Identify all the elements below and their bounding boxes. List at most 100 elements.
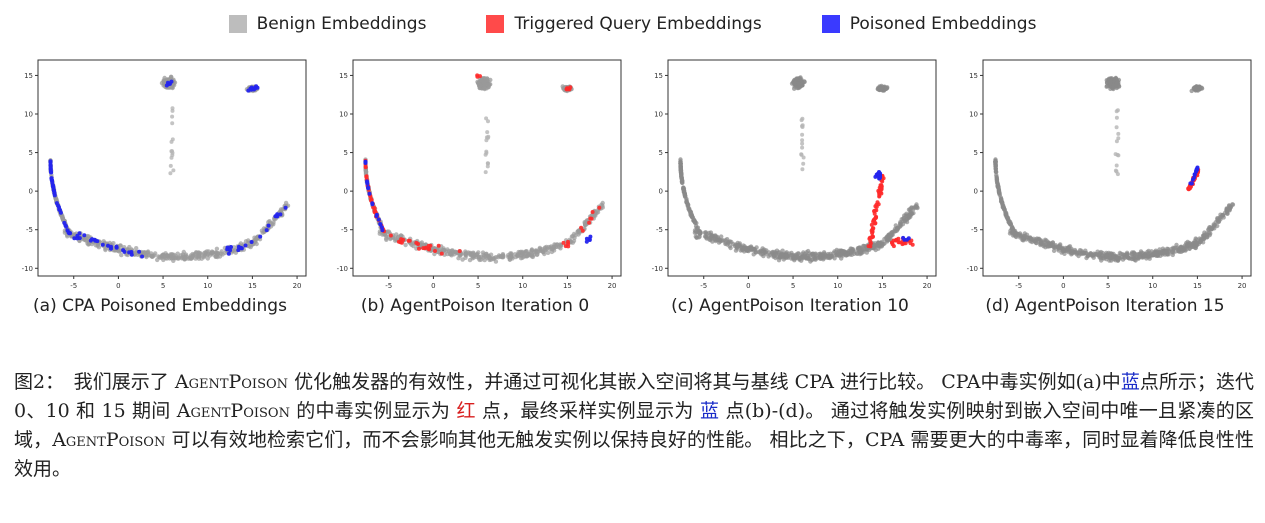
benign-point xyxy=(529,248,534,253)
benign-point xyxy=(684,199,689,204)
benign-point xyxy=(719,234,724,239)
poison-point xyxy=(365,181,370,186)
poison-point xyxy=(243,243,248,248)
legend-swatch-poison xyxy=(821,15,840,33)
benign-point xyxy=(879,239,884,245)
poison-point xyxy=(873,174,878,179)
benign-point xyxy=(893,223,898,228)
benign-point xyxy=(878,244,883,249)
benign-point xyxy=(1230,202,1235,207)
benign-point xyxy=(1215,219,1221,224)
benign-point xyxy=(994,173,999,178)
benign-point xyxy=(801,155,806,160)
y-tick-label: -5 xyxy=(971,226,978,234)
benign-point xyxy=(999,196,1004,202)
trigger-point xyxy=(1187,186,1192,190)
trigger-point xyxy=(871,226,876,231)
y-tick-label: 10 xyxy=(969,111,978,119)
poison-point xyxy=(114,244,119,249)
benign-point xyxy=(170,108,175,113)
benign-point xyxy=(247,244,252,249)
trigger-point xyxy=(433,249,437,253)
benign-point xyxy=(1091,252,1096,258)
trigger-point xyxy=(597,205,602,210)
poison-point xyxy=(266,223,271,228)
benign-point xyxy=(908,214,913,219)
benign-point xyxy=(773,255,778,261)
trigger-point xyxy=(866,244,871,249)
benign-point xyxy=(485,161,490,166)
benign-point xyxy=(460,257,465,262)
benign-point xyxy=(1228,205,1233,210)
benign-point xyxy=(393,238,398,243)
benign-point xyxy=(178,253,184,258)
benign-point xyxy=(134,246,139,251)
benign-point xyxy=(183,256,188,261)
trigger-point xyxy=(371,205,376,210)
benign-point xyxy=(847,248,852,254)
benign-point xyxy=(790,254,796,259)
benign-point xyxy=(169,256,174,261)
y-tick-label: 0 xyxy=(344,188,348,196)
benign-point xyxy=(776,258,782,263)
benign-point xyxy=(857,245,862,250)
trigger-point xyxy=(588,216,593,221)
caption-agentpoison-1: AgentPoison xyxy=(174,371,289,393)
poison-point xyxy=(249,87,254,92)
trigger-point xyxy=(873,221,877,226)
y-tick-label: 5 xyxy=(974,149,978,157)
benign-point xyxy=(678,164,683,169)
benign-point xyxy=(119,252,124,258)
benign-point xyxy=(908,210,913,216)
benign-point xyxy=(1114,125,1119,130)
trigger-point xyxy=(910,242,915,247)
benign-point xyxy=(231,245,237,250)
benign-point xyxy=(1166,252,1171,257)
poison-point xyxy=(121,248,126,253)
benign-point xyxy=(60,214,65,219)
trigger-point xyxy=(565,87,569,92)
benign-point xyxy=(800,138,805,143)
caption-blue-1: 蓝 xyxy=(1120,371,1140,393)
caption-agentpoison-3: AgentPoison xyxy=(52,429,166,451)
poison-point xyxy=(229,245,233,249)
x-tick-label: -5 xyxy=(385,282,392,290)
benign-point xyxy=(1201,232,1207,238)
benign-point xyxy=(1215,216,1220,221)
poison-point xyxy=(253,86,258,91)
benign-point xyxy=(398,233,404,238)
benign-point xyxy=(840,249,846,254)
x-tick-label: -5 xyxy=(700,282,707,290)
benign-point xyxy=(808,259,813,264)
benign-point xyxy=(482,85,487,91)
benign-point xyxy=(548,246,553,252)
benign-point xyxy=(572,235,577,241)
panel-caption-b: (b) AgentPoison Iteration 0 xyxy=(360,296,590,316)
benign-point xyxy=(1050,242,1056,248)
poison-point xyxy=(258,234,263,239)
panel-c: -5 0 5 10 15 20 15 10 5 0 -5 -10 (c) AgentPoison It… xyxy=(640,54,940,324)
benign-point xyxy=(1079,251,1084,257)
poison-point xyxy=(48,169,53,174)
benign-point xyxy=(1170,250,1176,255)
x-tick-label: 0 xyxy=(746,282,750,290)
benign-point xyxy=(551,244,557,249)
poison-point xyxy=(140,254,145,259)
benign-point xyxy=(483,170,488,175)
benign-point xyxy=(832,256,837,261)
poison-point xyxy=(274,214,279,219)
benign-point xyxy=(834,249,839,254)
benign-point xyxy=(794,76,799,81)
benign-point xyxy=(1177,246,1182,251)
benign-point xyxy=(411,243,416,249)
caption-agentpoison-2: AgentPoison xyxy=(176,400,290,422)
benign-point xyxy=(1108,251,1114,256)
benign-point xyxy=(757,250,762,255)
benign-point xyxy=(796,81,801,87)
y-tick-label: 10 xyxy=(24,111,33,119)
poison-point xyxy=(88,238,93,243)
benign-point xyxy=(812,256,818,261)
benign-point xyxy=(801,161,806,166)
benign-point xyxy=(1207,225,1212,230)
x-tick-label: 20 xyxy=(608,282,617,290)
